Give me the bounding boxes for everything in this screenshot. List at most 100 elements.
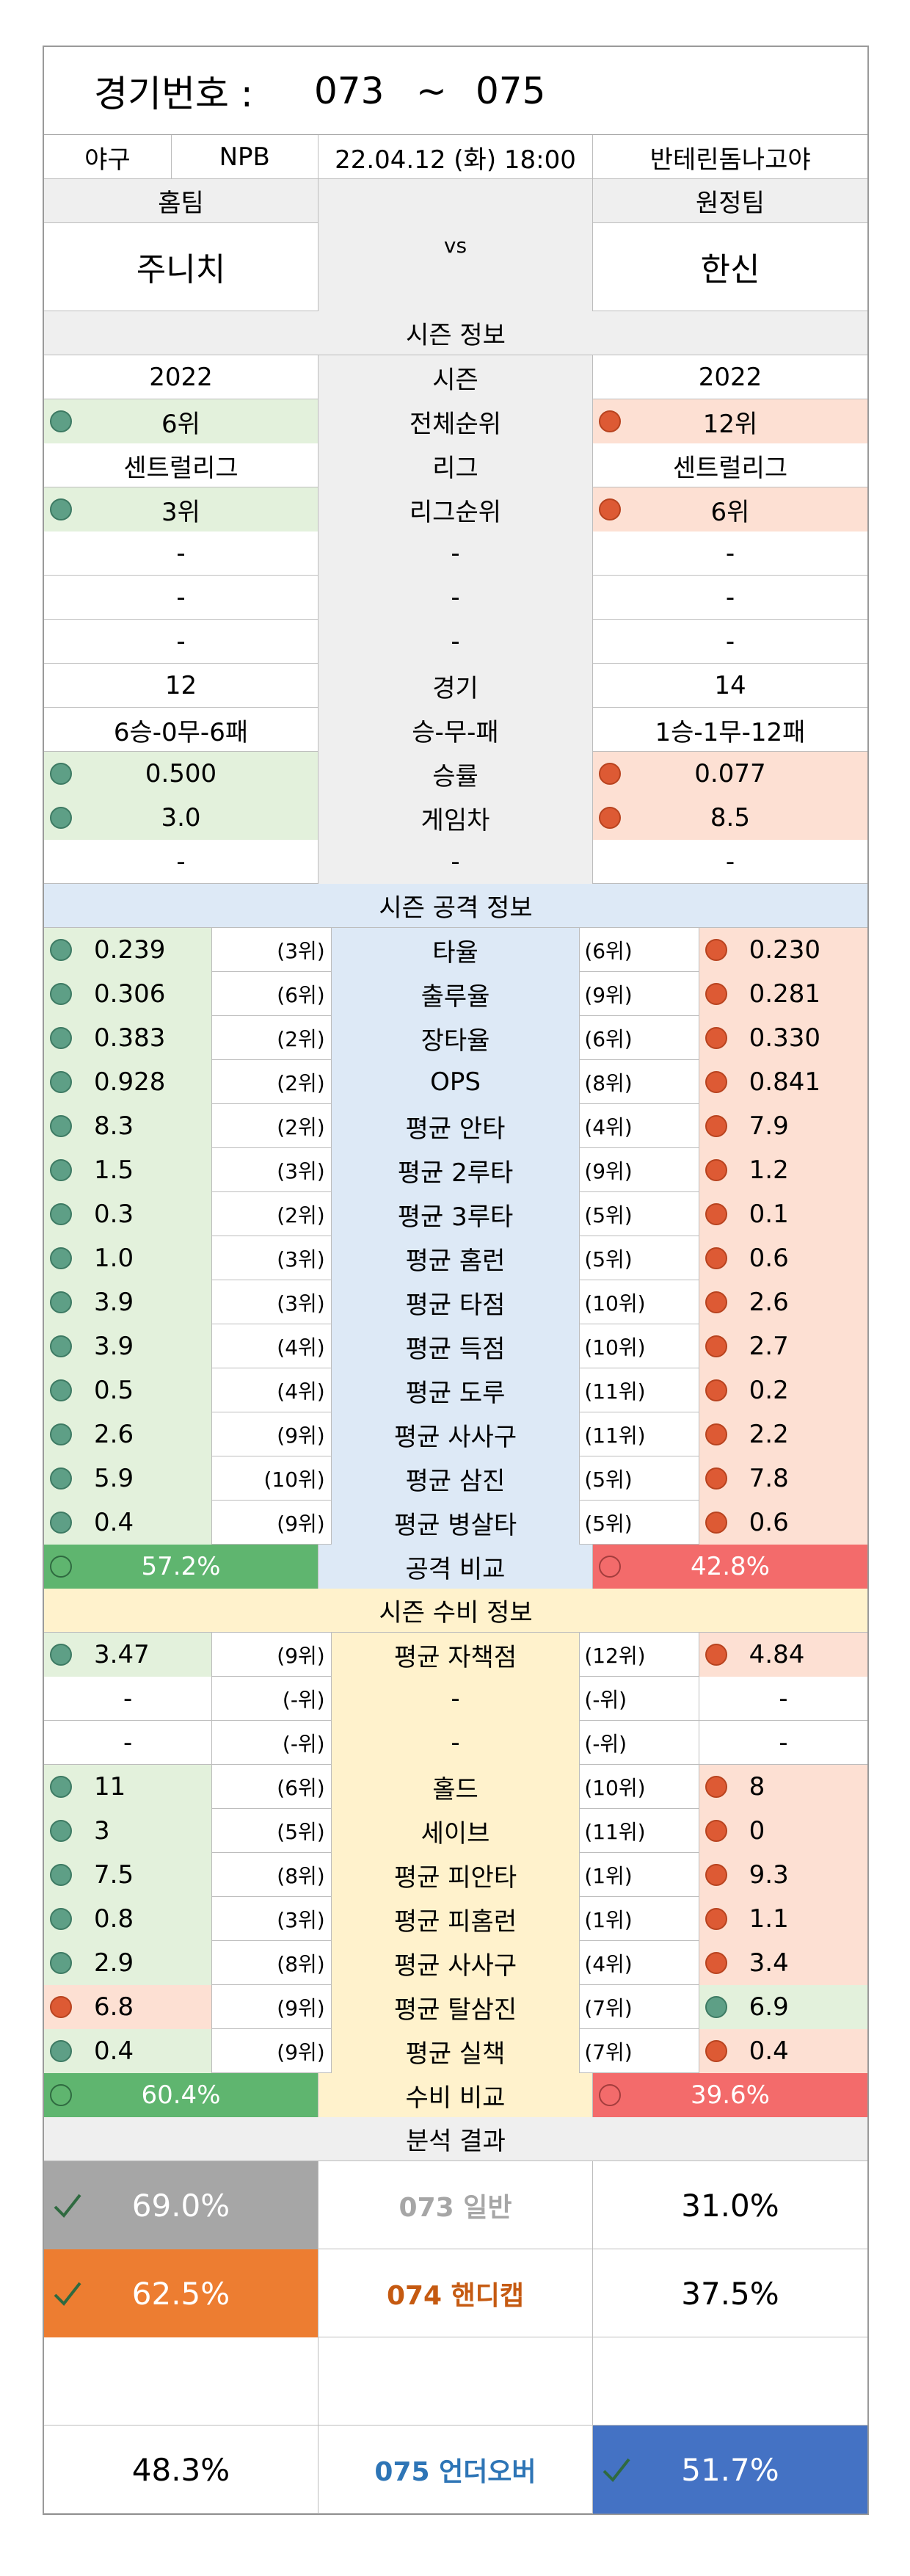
season-away-value: - (593, 576, 867, 620)
season-home-value: 3.0 (44, 796, 318, 840)
circle-icon (50, 1335, 72, 1357)
defense-away-rank: (4위) (580, 1941, 699, 1985)
attack-home-rank: (2위) (212, 1104, 332, 1148)
attack-compare-away-value: 42.8% (690, 1552, 770, 1581)
defense-home-value-text: 3.47 (94, 1640, 150, 1669)
attack-home-rank: (3위) (212, 928, 332, 972)
attack-away-value-text: 2.7 (749, 1332, 789, 1361)
defense-home-value: 3.47 (44, 1633, 213, 1677)
attack-away-value-text: 0.2 (749, 1376, 789, 1405)
match-info-row: 야구 NPB 22.04.12 (화) 18:00 반테린돔나고야 (44, 135, 867, 179)
circle-icon (50, 1908, 72, 1930)
attack-home-value-text: 1.0 (94, 1244, 134, 1273)
attack-away-rank: (6위) (580, 928, 699, 972)
season-row-label: 리그 (318, 443, 593, 487)
defense-stat-row: - (-위) - (-위) - (44, 1721, 867, 1765)
sport-cell: 야구 (44, 135, 172, 179)
defense-stat-row: 7.5 (8위) 평균 피안타 (1위) 9.3 (44, 1853, 867, 1897)
circle-icon (50, 1423, 72, 1445)
defense-home-value-text: - (123, 1684, 133, 1713)
circle-icon (705, 1335, 727, 1357)
circle-icon (705, 983, 727, 1005)
circle-icon (50, 983, 72, 1005)
attack-compare-home-value: 57.2% (141, 1552, 221, 1581)
circle-icon (50, 1512, 72, 1534)
attack-compare-away: 42.8% (592, 1545, 867, 1589)
circle-icon (50, 1952, 72, 1974)
defense-away-value-text: 6.9 (749, 1992, 789, 2022)
season-row-label: 리그순위 (318, 487, 593, 531)
defense-home-rank: (6위) (212, 1765, 332, 1809)
defense-home-value-text: 0.8 (94, 1904, 134, 1934)
defense-stat-row: 3 (5위) 세이브 (11위) 0 (44, 1809, 867, 1853)
season-home-text: - (176, 627, 186, 656)
attack-stat-label: 평균 3루타 (331, 1192, 580, 1236)
analysis-left-text: 48.3% (131, 2451, 230, 2488)
attack-away-value: 0.230 (699, 928, 867, 972)
attack-home-value: 1.0 (44, 1236, 213, 1280)
defense-home-rank: (-위) (212, 1677, 332, 1721)
circle-icon (50, 763, 72, 785)
attack-compare-row: 57.2% 공격 비교 42.8% (44, 1545, 867, 1589)
attack-stat-row: 2.6 (9위) 평균 사사구 (11위) 2.2 (44, 1412, 867, 1456)
defense-home-value-text: - (123, 1728, 133, 1757)
defense-away-rank: (11위) (580, 1809, 699, 1853)
defense-stat-label: 홀드 (331, 1765, 580, 1809)
defense-away-value-text: 3.4 (749, 1948, 789, 1978)
season-home-value: - (44, 576, 318, 620)
match-sheet: 경기번호 : 073 ~ 075 야구 NPB 22.04.12 (화) 18:… (43, 46, 869, 2515)
circle-icon (598, 763, 621, 785)
season-row-label: 승-무-패 (318, 708, 593, 752)
defense-away-rank: (-위) (580, 1721, 699, 1765)
attack-stat-row: 0.239 (3위) 타율 (6위) 0.230 (44, 928, 867, 972)
defense-away-value-text: 0.4 (749, 2036, 789, 2066)
circle-icon (705, 1291, 727, 1313)
attack-home-value-text: 1.5 (94, 1155, 134, 1185)
attack-away-value-text: 1.2 (749, 1155, 789, 1185)
attack-away-value-text: 7.8 (749, 1464, 789, 1493)
analysis-left-value: 62.5% (44, 2249, 318, 2337)
defense-info-table: 3.47 (9위) 평균 자책점 (12위) 4.84- (-위) - (-위) - - (-위) -… (44, 1633, 867, 2073)
defense-home-value: - (44, 1677, 213, 1721)
attack-away-value-text: 2.6 (749, 1288, 789, 1317)
season-away-value: - (593, 840, 867, 884)
attack-home-value: 3.9 (44, 1280, 213, 1324)
defense-home-value: 0.4 (44, 2029, 213, 2073)
attack-away-value-text: 0.281 (749, 979, 821, 1009)
season-home-value: - (44, 840, 318, 884)
attack-home-value: 0.928 (44, 1060, 213, 1104)
attack-stat-row: 3.9 (3위) 평균 타점 (10위) 2.6 (44, 1280, 867, 1324)
attack-away-value: 0.841 (699, 1060, 867, 1104)
circle-icon (705, 1115, 727, 1137)
season-home-value: 3위 (44, 487, 318, 531)
defense-away-rank: (7위) (580, 1985, 699, 2029)
attack-home-rank: (4위) (212, 1368, 332, 1412)
checkmark-icon (600, 2453, 633, 2486)
attack-stat-row: 3.9 (4위) 평균 득점 (10위) 2.7 (44, 1324, 867, 1368)
attack-away-value: 1.2 (699, 1148, 867, 1192)
attack-stat-row: 0.383 (2위) 장타율 (6위) 0.330 (44, 1016, 867, 1060)
attack-away-rank: (5위) (580, 1456, 699, 1501)
season-home-text: 2022 (149, 363, 213, 392)
defense-home-value-text: 3 (94, 1816, 110, 1846)
attack-home-value-text: 0.306 (94, 979, 166, 1009)
season-away-value: - (593, 620, 867, 664)
season-away-value: 1승-1무-12패 (593, 708, 867, 752)
attack-stat-row: 8.3 (2위) 평균 안타 (4위) 7.9 (44, 1104, 867, 1148)
circle-icon (50, 1820, 72, 1842)
season-home-value: 6승-0무-6패 (44, 708, 318, 752)
analysis-right-text: 31.0% (681, 2187, 779, 2224)
season-row-label: 게임차 (318, 796, 593, 840)
defense-home-rank: (9위) (212, 1985, 332, 2029)
attack-home-value: 3.9 (44, 1324, 213, 1368)
attack-away-rank: (11위) (580, 1412, 699, 1456)
defense-compare-home: 60.4% (44, 2073, 318, 2117)
attack-away-rank: (10위) (580, 1280, 699, 1324)
attack-home-rank: (9위) (212, 1501, 332, 1545)
season-home-value: 2022 (44, 355, 318, 399)
defense-home-rank: (5위) (212, 1809, 332, 1853)
season-away-text: - (725, 627, 735, 656)
analysis-right-value: 37.5% (593, 2249, 867, 2337)
attack-away-value-text: 0.1 (749, 1200, 789, 1229)
attack-home-value: 2.6 (44, 1412, 213, 1456)
